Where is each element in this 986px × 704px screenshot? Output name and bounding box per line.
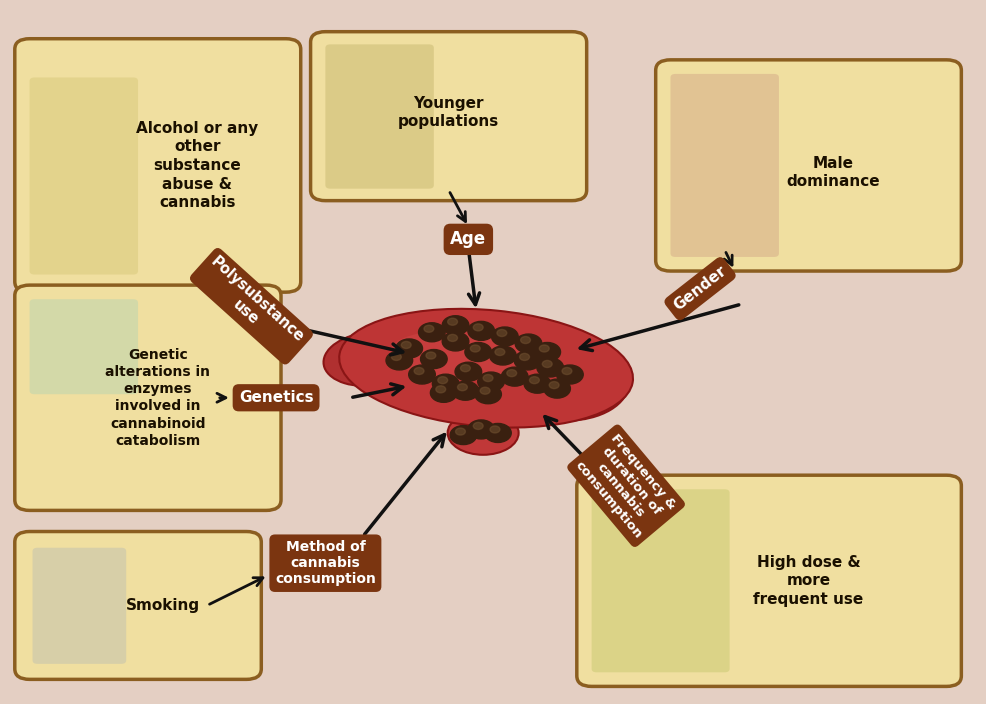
Text: Smoking: Smoking [125,598,200,613]
Circle shape [448,334,458,341]
Text: Method of
cannabis
consumption: Method of cannabis consumption [275,540,376,586]
FancyBboxPatch shape [592,489,730,672]
Text: Male
dominance: Male dominance [787,156,880,189]
Circle shape [490,346,517,365]
Circle shape [525,374,550,393]
Text: Age: Age [451,230,486,249]
Text: Alcohol or any
other
substance
abuse &
cannabis: Alcohol or any other substance abuse & c… [136,121,258,210]
Circle shape [443,315,469,335]
Circle shape [438,377,448,384]
Circle shape [456,428,465,435]
FancyBboxPatch shape [33,548,126,664]
Text: Polysubstance
use: Polysubstance use [196,254,307,358]
Circle shape [542,360,552,367]
Circle shape [426,352,436,359]
Circle shape [495,348,505,356]
Circle shape [520,353,529,360]
Circle shape [448,318,458,325]
Ellipse shape [389,331,528,380]
FancyBboxPatch shape [670,74,779,257]
Text: Frequency &
duration of
cannabis
consumption: Frequency & duration of cannabis consump… [573,430,679,541]
Circle shape [515,334,542,353]
Circle shape [549,382,559,389]
Circle shape [529,377,539,384]
FancyBboxPatch shape [30,299,138,394]
Circle shape [470,345,480,352]
Circle shape [468,321,494,341]
Circle shape [473,324,483,331]
Circle shape [452,381,479,400]
Circle shape [502,367,528,386]
Circle shape [507,370,517,377]
Circle shape [468,420,494,439]
Circle shape [539,345,549,352]
Circle shape [387,351,413,370]
Circle shape [450,425,476,445]
Circle shape [455,362,481,382]
FancyBboxPatch shape [311,32,587,201]
Text: Genetic
alterations in
enzymes
involved in
cannabinoid
catabolism: Genetic alterations in enzymes involved … [106,348,210,448]
Circle shape [420,349,447,369]
Circle shape [483,375,493,382]
Circle shape [464,342,491,362]
FancyBboxPatch shape [15,532,261,679]
Ellipse shape [323,332,416,386]
Circle shape [430,383,457,403]
Circle shape [543,379,570,398]
FancyBboxPatch shape [15,39,301,292]
Circle shape [533,342,560,362]
Text: Younger
populations: Younger populations [398,96,499,130]
Circle shape [401,341,411,348]
Circle shape [521,337,530,344]
Circle shape [408,365,435,384]
Circle shape [485,423,511,443]
Ellipse shape [505,347,629,420]
Circle shape [556,365,584,384]
Circle shape [443,332,469,351]
Circle shape [460,365,470,372]
Text: Gender: Gender [670,263,730,314]
Circle shape [497,329,507,337]
Circle shape [473,422,483,429]
Circle shape [491,327,519,346]
Circle shape [433,374,459,393]
Circle shape [478,372,504,391]
FancyBboxPatch shape [325,44,434,189]
Ellipse shape [339,309,633,427]
Circle shape [395,339,422,358]
Circle shape [458,384,467,391]
FancyBboxPatch shape [30,77,138,275]
Circle shape [536,358,564,377]
Circle shape [414,367,424,375]
Circle shape [480,387,490,394]
Circle shape [490,426,500,433]
Circle shape [391,353,401,360]
Text: Genetics: Genetics [239,390,314,406]
Circle shape [562,367,572,375]
Circle shape [436,386,446,393]
Circle shape [418,322,445,342]
FancyBboxPatch shape [656,60,961,271]
Circle shape [475,384,501,404]
Circle shape [515,351,540,370]
FancyBboxPatch shape [15,285,281,510]
Text: High dose &
more
frequent use: High dose & more frequent use [753,555,864,607]
Ellipse shape [448,411,519,455]
FancyBboxPatch shape [577,475,961,686]
Circle shape [424,325,434,332]
